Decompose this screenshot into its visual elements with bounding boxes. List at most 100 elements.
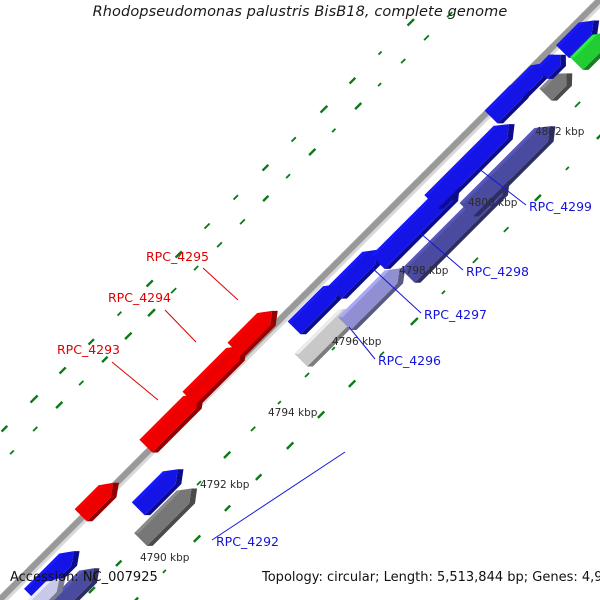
genome-summary-text: Topology: circular; Length: 5,513,844 bp… — [262, 570, 600, 585]
gene-bevel-top — [19, 581, 51, 600]
gene-feature[interactable] — [227, 302, 285, 359]
gene-label[interactable]: RPC_4296 — [378, 353, 441, 368]
gene-feature[interactable] — [74, 474, 125, 524]
gene-feature[interactable] — [570, 23, 600, 72]
tick-dash — [116, 311, 122, 317]
gene-body[interactable] — [48, 562, 100, 600]
tick-dash — [261, 163, 270, 172]
gene-body[interactable] — [182, 339, 247, 405]
gene-bevel-top — [74, 485, 104, 510]
tick-dash — [88, 586, 96, 594]
gene-bevel-top — [371, 187, 444, 256]
gene-bevel-top — [536, 54, 554, 68]
gene-body[interactable] — [570, 26, 600, 70]
gene-body[interactable] — [459, 120, 557, 217]
axis-tick-label: 4794 kbp — [268, 407, 318, 419]
gene-bevel-top — [139, 395, 188, 440]
gene-body[interactable] — [510, 57, 551, 98]
gene-label[interactable]: RPC_4293 — [57, 342, 120, 357]
gene-body[interactable] — [24, 545, 80, 600]
gene-feature[interactable] — [131, 460, 190, 518]
gene-body[interactable] — [424, 117, 515, 209]
gene-bevel-top — [328, 251, 367, 286]
page-title: Rhodopseudomonas palustris BisB18, compl… — [92, 4, 508, 20]
gene-feature[interactable] — [19, 570, 71, 600]
tick-dash — [78, 380, 85, 386]
gene-body[interactable] — [328, 243, 383, 299]
gene-body[interactable] — [74, 477, 120, 522]
gene-body[interactable] — [556, 14, 600, 58]
gene-bevel-bottom — [36, 551, 80, 600]
gene-bevel-top — [338, 270, 390, 318]
tick-dash — [400, 58, 406, 64]
gene-bevel-top — [556, 22, 584, 46]
gene-bevel-bottom — [86, 482, 119, 522]
gene-body[interactable] — [484, 77, 532, 124]
gene-body[interactable] — [287, 278, 345, 335]
gene-label[interactable]: RPC_4298 — [466, 264, 529, 279]
axis-tick-label: 4800 kbp — [468, 197, 518, 209]
tick-dash — [224, 504, 232, 512]
gene-body[interactable] — [371, 179, 461, 269]
axis-tick-label: 4802 kbp — [535, 126, 585, 138]
tick-dash — [410, 317, 419, 326]
tick-dash — [101, 355, 109, 363]
gene-body[interactable] — [227, 305, 279, 356]
tick-dash — [124, 331, 133, 340]
gene-label-group[interactable]: RPC_4293 RPC_4294 RPC_4295 RPC_4292 RPC_4296… — [57, 167, 592, 549]
gene-feature[interactable] — [459, 117, 563, 220]
axis-tick-label-group: 4790 kbp 4792 kbp 4794 kbp 4796 kbp 4798 kbp… — [140, 126, 585, 564]
gene-label[interactable]: RPC_4299 — [529, 199, 592, 214]
gene-bevel-bottom — [551, 73, 573, 101]
tick-dash — [203, 222, 211, 230]
gene-feature[interactable] — [371, 176, 466, 271]
gene-body[interactable] — [134, 482, 198, 546]
gene-label[interactable]: RPC_4292 — [216, 534, 279, 549]
gene-feature[interactable] — [536, 46, 571, 81]
tick-dash — [196, 480, 202, 486]
tick-dash — [379, 351, 385, 357]
gene-body[interactable] — [19, 573, 65, 600]
tick-dash — [574, 101, 581, 108]
gene-label-leader-line — [211, 451, 346, 541]
gene-bevel-top — [459, 128, 539, 204]
gene-bevel-bottom — [144, 469, 184, 516]
gene-label[interactable]: RPC_4297 — [424, 307, 487, 322]
gene-label[interactable]: RPC_4294 — [108, 290, 171, 305]
gene-label[interactable]: RPC_4295 — [146, 249, 209, 264]
gene-body[interactable] — [338, 262, 406, 330]
axis-tick-label: 4796 kbp — [332, 336, 382, 348]
gene-bevel-top — [24, 553, 64, 590]
gene-bevel-top — [570, 34, 598, 58]
gene-label-leader-line — [369, 265, 422, 314]
gene-feature[interactable] — [424, 115, 521, 212]
tick-dash — [331, 128, 337, 133]
gene-bevel-top — [510, 65, 536, 86]
gene-feature[interactable] — [24, 542, 86, 600]
gene-body[interactable] — [539, 67, 572, 101]
axis-tick-label: 4790 kbp — [140, 552, 190, 564]
gene-bevel-top — [134, 490, 181, 534]
tick-dash — [262, 194, 270, 202]
gene-body[interactable] — [131, 463, 184, 516]
tick-dash — [308, 147, 317, 156]
tick-dash — [286, 441, 295, 450]
gene-label-leader-line — [164, 309, 197, 343]
tick-dash — [223, 450, 232, 459]
tick-dash — [377, 50, 383, 56]
gene-body[interactable] — [139, 387, 204, 453]
gene-label-leader-line — [418, 231, 464, 271]
gene-label-leader-line — [348, 326, 376, 360]
gene-feature[interactable] — [134, 479, 203, 548]
tick-dash — [319, 104, 329, 114]
tick-dash — [406, 18, 415, 27]
gene-body[interactable] — [536, 49, 566, 79]
gene-bevel-bottom — [29, 578, 66, 600]
gene-group[interactable] — [19, 11, 600, 600]
tick-dash — [0, 424, 9, 433]
tick-dash — [147, 308, 156, 317]
gene-body[interactable] — [294, 301, 359, 367]
gene-feature[interactable] — [338, 259, 412, 333]
